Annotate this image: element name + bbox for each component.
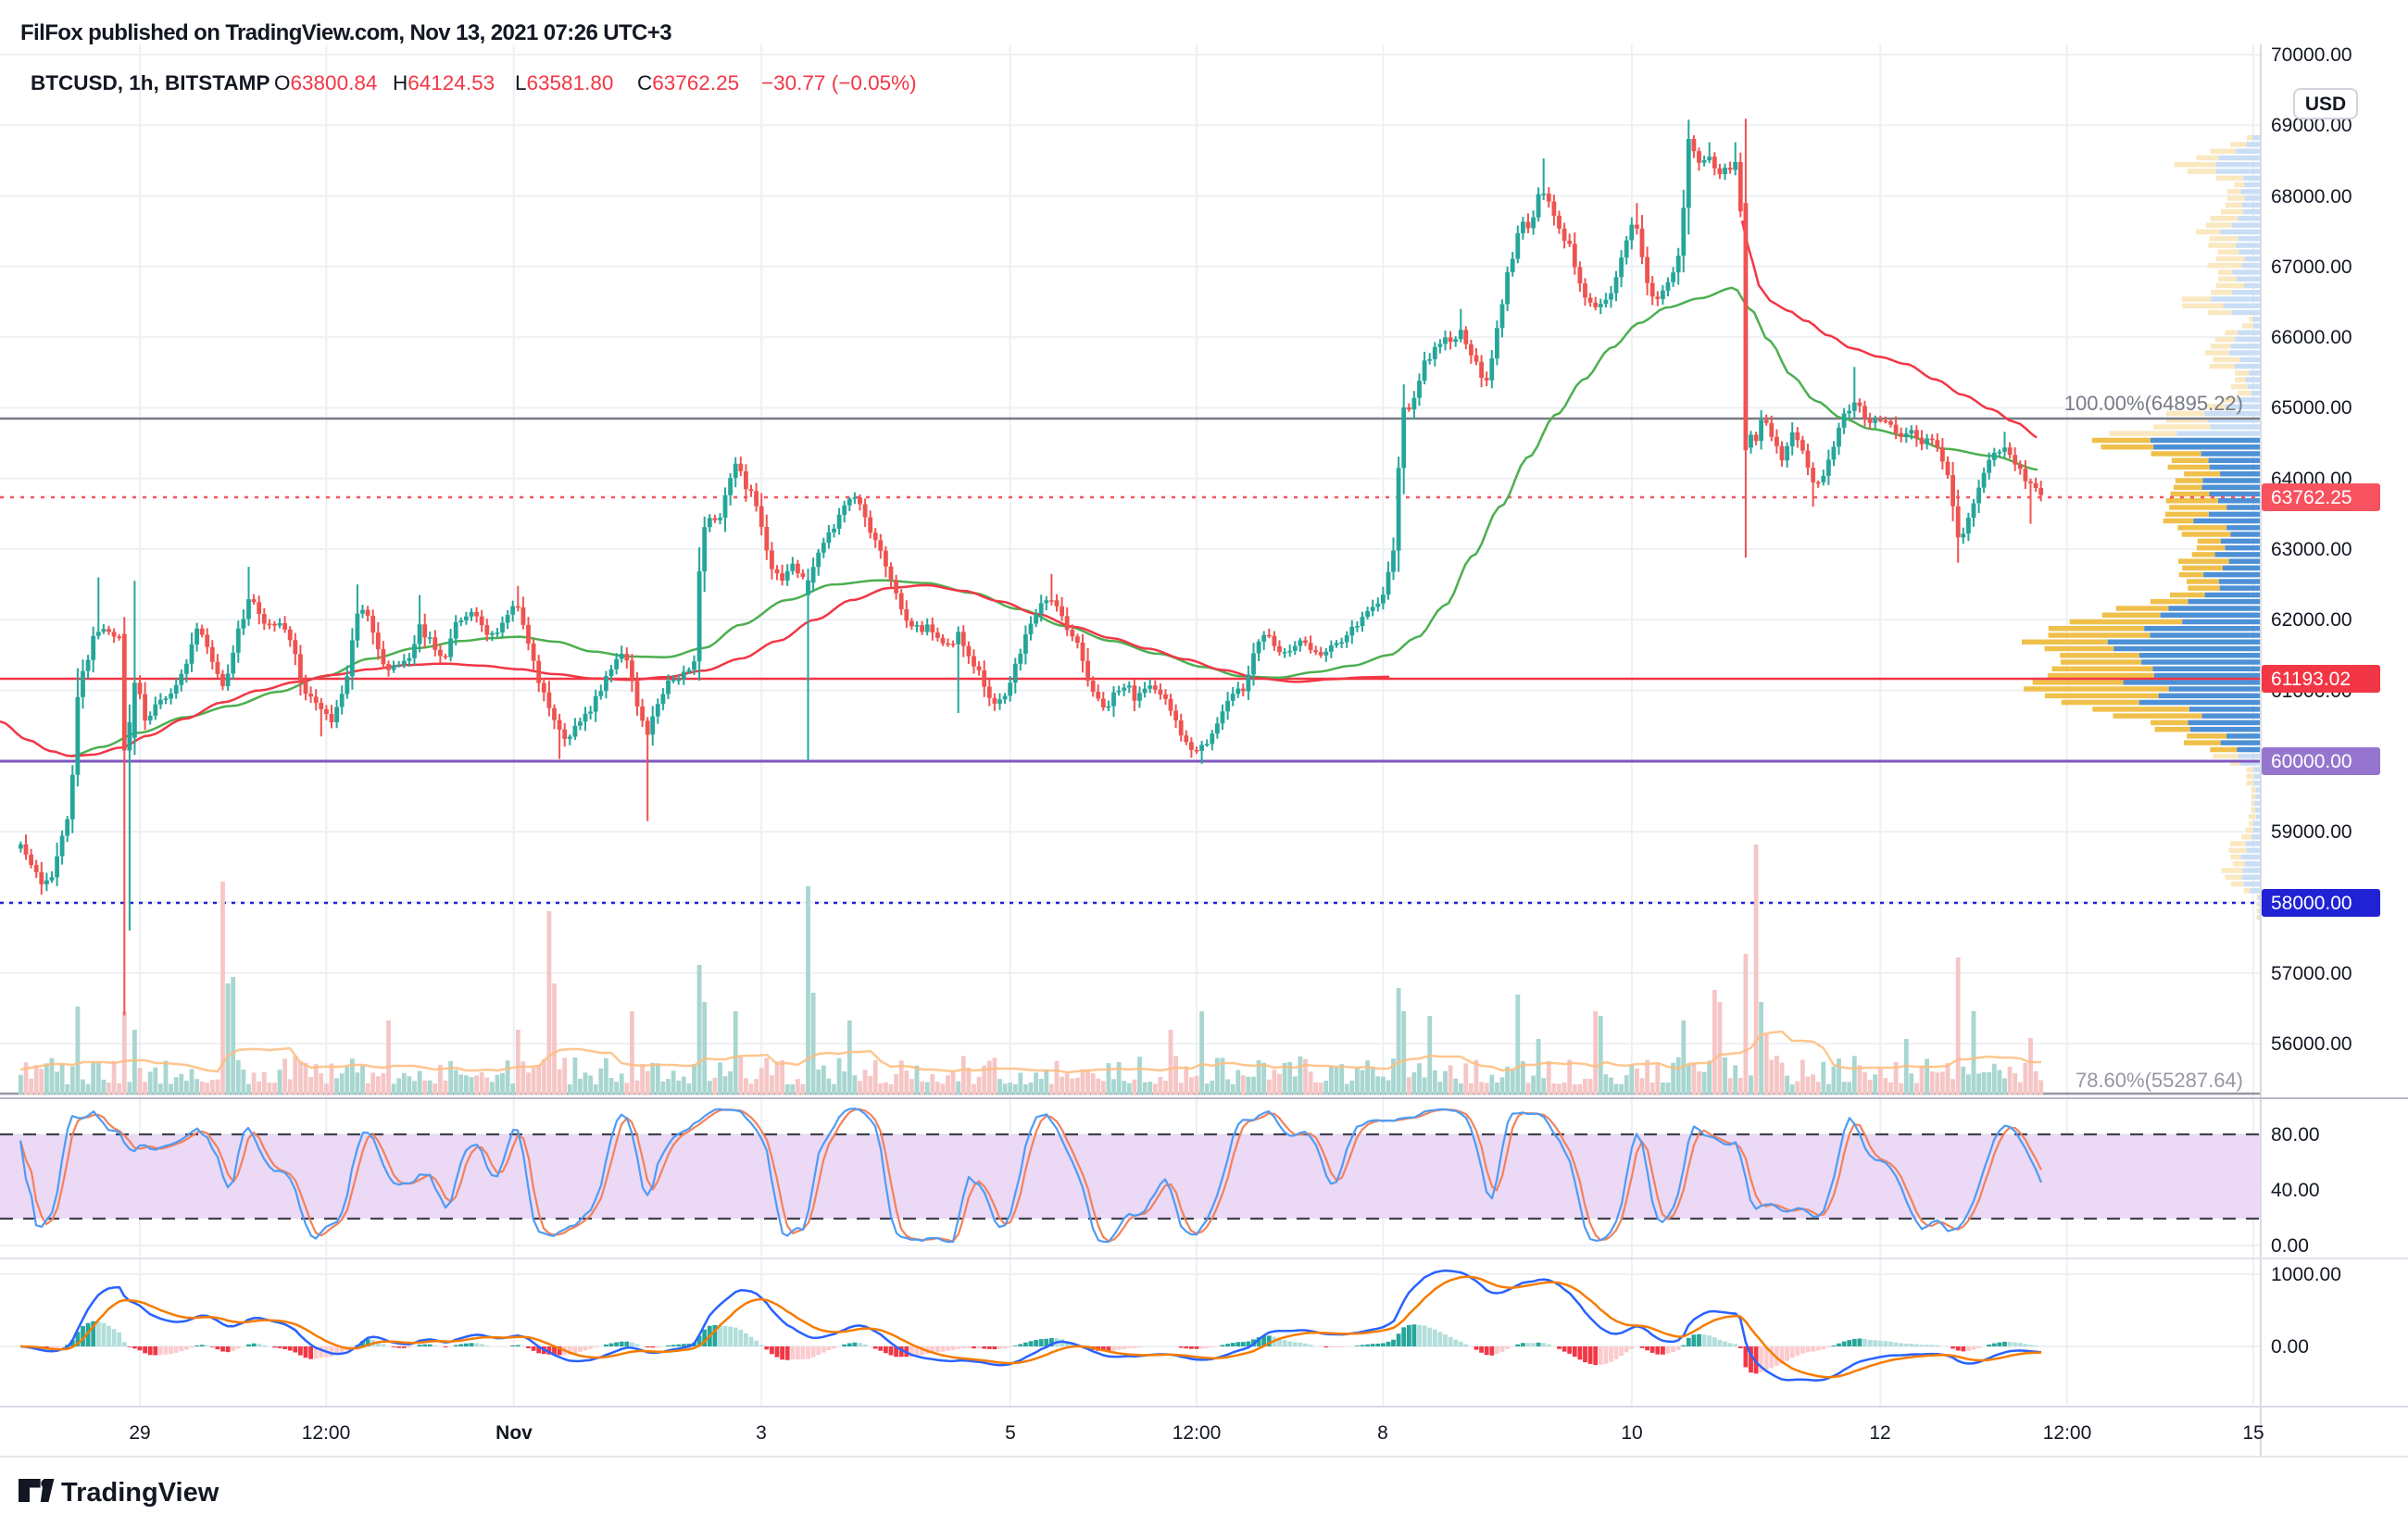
svg-text:65000.00: 65000.00 <box>2271 397 2352 419</box>
svg-text:29: 29 <box>129 1422 150 1444</box>
svg-text:TradingView: TradingView <box>61 1478 219 1508</box>
svg-text:58000.00: 58000.00 <box>2271 893 2352 914</box>
svg-text:15: 15 <box>2242 1422 2264 1444</box>
svg-text:67000.00: 67000.00 <box>2271 257 2352 278</box>
svg-text:0.00: 0.00 <box>2271 1235 2309 1257</box>
svg-text:8: 8 <box>1377 1422 1388 1444</box>
svg-text:FilFox published on TradingVie: FilFox published on TradingView.com, Nov… <box>20 20 671 45</box>
svg-text:12:00: 12:00 <box>1173 1422 1222 1444</box>
svg-text:40.00: 40.00 <box>2271 1180 2320 1201</box>
svg-text:0.00: 0.00 <box>2271 1336 2309 1358</box>
svg-text:69000.00: 69000.00 <box>2271 115 2352 136</box>
svg-text:57000.00: 57000.00 <box>2271 963 2352 984</box>
svg-text:56000.00: 56000.00 <box>2271 1033 2352 1055</box>
svg-text:66000.00: 66000.00 <box>2271 327 2352 348</box>
svg-text:100.00%(64895.22): 100.00%(64895.22) <box>2064 392 2243 415</box>
svg-text:3: 3 <box>756 1422 767 1444</box>
svg-text:70000.00: 70000.00 <box>2271 44 2352 66</box>
svg-text:59000.00: 59000.00 <box>2271 821 2352 843</box>
svg-text:80.00: 80.00 <box>2271 1124 2320 1145</box>
svg-text:63000.00: 63000.00 <box>2271 539 2352 560</box>
svg-text:10: 10 <box>1621 1422 1642 1444</box>
svg-text:62000.00: 62000.00 <box>2271 609 2352 631</box>
svg-text:5: 5 <box>1005 1422 1016 1444</box>
svg-text:1000.00: 1000.00 <box>2271 1264 2341 1285</box>
svg-text:68000.00: 68000.00 <box>2271 186 2352 207</box>
svg-text:60000.00: 60000.00 <box>2271 751 2352 772</box>
svg-text:BTCUSD, 1h, BITSTAMP: BTCUSD, 1h, BITSTAMP <box>31 71 270 94</box>
svg-text:61193.02: 61193.02 <box>2271 669 2351 690</box>
svg-text:Nov: Nov <box>495 1422 533 1444</box>
svg-text:63762.25: 63762.25 <box>2271 487 2352 508</box>
svg-text:12:00: 12:00 <box>2043 1422 2092 1444</box>
svg-text:78.60%(55287.64): 78.60%(55287.64) <box>2076 1069 2243 1092</box>
svg-text:12:00: 12:00 <box>302 1422 351 1444</box>
svg-text:12: 12 <box>1869 1422 1890 1444</box>
svg-text:USD: USD <box>2305 94 2346 115</box>
